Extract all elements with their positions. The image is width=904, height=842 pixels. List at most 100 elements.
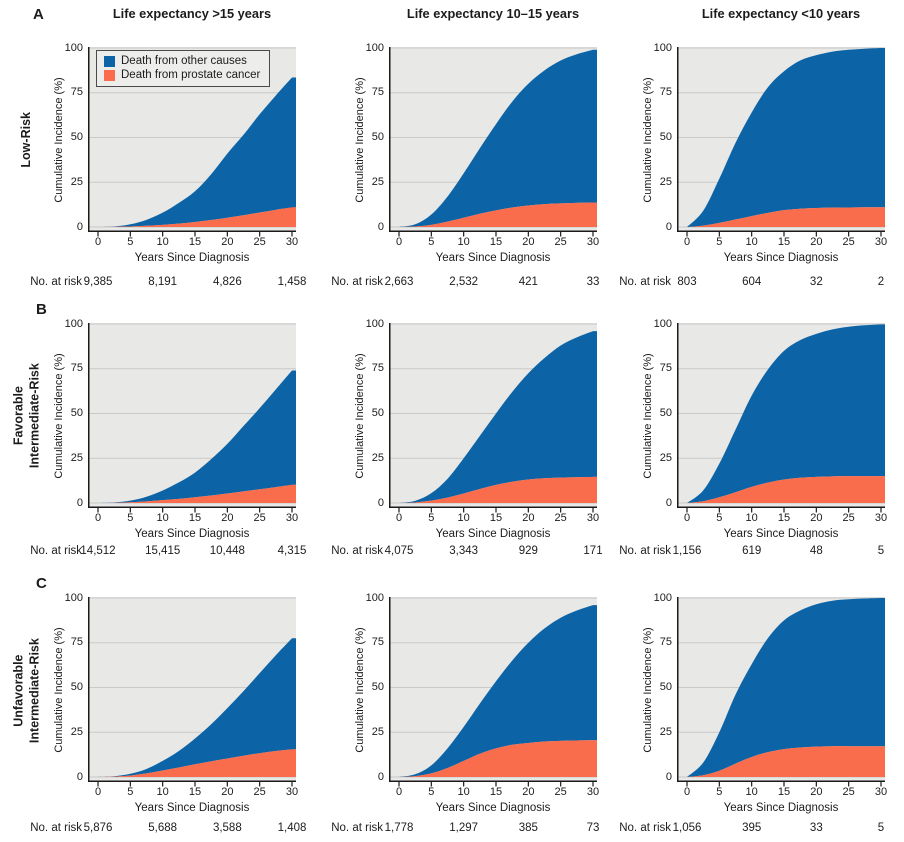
- area-death-from-prostate-cancer: [399, 476, 597, 503]
- x-axis-label: Years Since Diagnosis: [435, 528, 551, 540]
- x-tick-label: 25: [554, 236, 567, 248]
- x-tick-label: 20: [522, 236, 535, 248]
- no-at-risk-value: 33: [586, 276, 600, 288]
- no-at-risk-value: 10,448: [209, 545, 245, 557]
- y-tick-label: 50: [70, 407, 83, 419]
- area-death-from-other-causes: [687, 48, 885, 227]
- no-at-risk-value: 171: [583, 545, 603, 557]
- y-tick-label: 25: [659, 451, 672, 464]
- x-tick-label: 10: [745, 786, 758, 798]
- panel-letter-c: C: [36, 575, 47, 592]
- x-tick-label: 20: [221, 512, 234, 524]
- legend-label-prostate-cancer: Death from prostate cancer: [121, 69, 261, 81]
- plot-panel: 0 25 50 75 100 Cumulative Incidence (%) 0 5 10 15…: [619, 42, 887, 289]
- x-tick-label: 25: [253, 236, 266, 248]
- y-tick-label: 25: [659, 725, 672, 738]
- no-at-risk-value: 2: [877, 276, 885, 288]
- no-at-risk-value: 3,343: [449, 545, 479, 557]
- stacked-area-chart: [389, 47, 597, 237]
- y-tick-label: 75: [371, 636, 384, 649]
- y-axis-label: Cumulative Incidence (%): [642, 76, 654, 203]
- x-tick-label: 10: [745, 236, 758, 248]
- x-tick-label: 0: [94, 786, 102, 798]
- row-label-unfavorable-intermediate-risk: Unfavorable Intermediate-Risk: [11, 581, 42, 801]
- x-tick-label: 5: [716, 512, 723, 524]
- x-axis-label: Years Since Diagnosis: [435, 252, 551, 264]
- y-tick-label: 0: [377, 770, 384, 783]
- stacked-area-chart: [389, 323, 597, 513]
- x-tick-label: 5: [716, 236, 723, 248]
- no-at-risk-value: 1,408: [277, 822, 307, 834]
- x-tick-label: 20: [221, 236, 234, 248]
- panel-letter-b: B: [36, 301, 47, 318]
- stacked-area-chart: [88, 597, 296, 787]
- y-tick-label: 50: [371, 681, 384, 693]
- x-tick-label: 30: [586, 236, 600, 248]
- y-axis-label: Cumulative Incidence (%): [354, 626, 366, 753]
- area-death-from-prostate-cancer: [98, 207, 296, 227]
- area-death-from-other-causes: [399, 605, 597, 777]
- x-tick-label: 25: [842, 512, 855, 524]
- area-death-from-prostate-cancer: [687, 476, 885, 503]
- no-at-risk-value: 1,778: [384, 822, 414, 834]
- x-tick-label: 10: [457, 236, 470, 248]
- x-tick-label: 15: [489, 786, 503, 798]
- y-tick-label: 75: [70, 362, 83, 375]
- x-axis-label: Years Since Diagnosis: [723, 252, 839, 264]
- no-at-risk-value: 14,512: [80, 545, 116, 557]
- x-axis-label: Years Since Diagnosis: [134, 528, 250, 540]
- y-tick-label: 0: [665, 496, 672, 509]
- no-at-risk-label: No. at risk: [619, 822, 671, 834]
- x-tick-label: 15: [188, 512, 202, 524]
- no-at-risk-value: 1,458: [277, 276, 307, 288]
- no-at-risk-value: 5: [877, 545, 885, 557]
- x-axis-label: Years Since Diagnosis: [723, 528, 839, 540]
- x-axis-label: Years Since Diagnosis: [435, 802, 551, 814]
- row-label-line: Intermediate-Risk: [27, 363, 41, 469]
- stacked-area-chart: [677, 47, 885, 237]
- x-tick-label: 0: [395, 786, 403, 798]
- stacked-area-chart: [389, 597, 597, 787]
- y-axis-label: Cumulative Incidence (%): [53, 626, 65, 753]
- no-at-risk-value: 15,415: [145, 545, 181, 557]
- legend-item-other-causes: Death from other causes: [104, 55, 260, 67]
- area-death-from-other-causes: [399, 331, 597, 503]
- no-at-risk-value: 5,876: [83, 822, 113, 834]
- x-tick-label: 15: [489, 512, 503, 524]
- no-at-risk-value: 73: [586, 822, 600, 834]
- x-tick-label: 25: [842, 786, 855, 798]
- x-tick-label: 30: [285, 512, 299, 524]
- x-tick-label: 0: [683, 236, 691, 248]
- no-at-risk-value: 385: [518, 822, 538, 834]
- y-axis-label: Cumulative Incidence (%): [354, 352, 366, 479]
- y-tick-label: 50: [70, 681, 83, 693]
- no-at-risk-label: No. at risk: [331, 276, 383, 288]
- y-tick-label: 25: [70, 451, 83, 464]
- y-tick-label: 25: [659, 175, 672, 188]
- x-tick-label: 30: [874, 512, 888, 524]
- y-tick-label: 50: [659, 131, 672, 143]
- row-label-low-risk: Low-Risk: [19, 30, 35, 250]
- x-tick-label: 5: [127, 236, 134, 248]
- y-axis-label: Cumulative Incidence (%): [354, 76, 366, 203]
- no-at-risk-value: 2,663: [384, 276, 414, 288]
- area-death-from-other-causes: [399, 49, 597, 227]
- x-tick-label: 5: [127, 512, 134, 524]
- plot-panel: 0 25 50 75 100 Cumulative Incidence (%) 0 5 10 15…: [331, 42, 599, 289]
- x-tick-label: 0: [683, 512, 691, 524]
- x-tick-label: 10: [156, 786, 169, 798]
- x-tick-label: 30: [586, 786, 600, 798]
- x-tick-label: 10: [457, 786, 470, 798]
- y-tick-label: 0: [76, 496, 83, 509]
- x-tick-label: 20: [810, 236, 823, 248]
- plot-panel: 0 25 50 75 100 Cumulative Incidence (%) 0 5 10 15…: [30, 592, 306, 835]
- no-at-risk-value: 9,385: [83, 276, 113, 288]
- stacked-area-chart: [677, 597, 885, 787]
- no-at-risk-value: 5,688: [148, 822, 178, 834]
- y-tick-label: 50: [659, 407, 672, 419]
- y-tick-label: 100: [64, 317, 83, 330]
- x-tick-label: 15: [188, 236, 202, 248]
- y-tick-label: 25: [371, 175, 384, 188]
- y-tick-label: 25: [371, 451, 384, 464]
- x-tick-label: 15: [777, 512, 791, 524]
